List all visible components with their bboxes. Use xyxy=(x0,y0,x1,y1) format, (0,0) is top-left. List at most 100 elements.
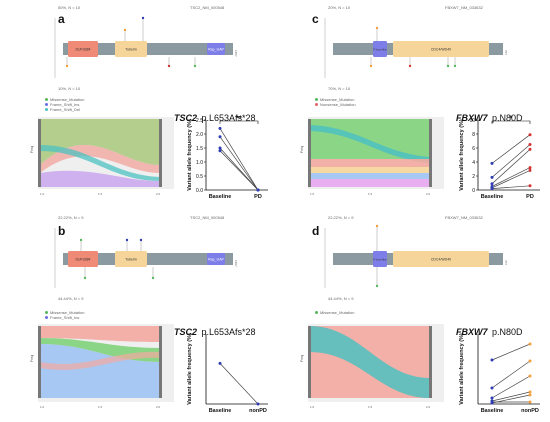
stack-x-tick: 2.0 xyxy=(426,405,431,409)
lollipop-top-label: 20%, N = 10 xyxy=(328,5,351,10)
stack-y-title: Freq xyxy=(30,146,34,153)
mutation-dot xyxy=(193,64,197,68)
vaf-series-line xyxy=(491,149,531,184)
panel-letter: b xyxy=(58,224,66,238)
vaf-x-tick-label: nonPD xyxy=(249,408,267,414)
domain-label: CDC4/WD40 xyxy=(431,258,451,262)
stack-x-tick: 1.5 xyxy=(368,405,373,409)
domain-box xyxy=(373,251,387,267)
vaf-data-point xyxy=(528,359,532,363)
significance-bracket xyxy=(219,120,259,124)
stack-y-title: Freq xyxy=(300,355,304,362)
vaf-chart: Variant allele frequency (%) Baseline nonP… xyxy=(459,333,540,414)
vaf-series-line xyxy=(491,185,531,189)
domain-label: F-box-like xyxy=(373,48,387,52)
vaf-series-line xyxy=(491,394,531,404)
vaf-y-axis-title: Variant allele frequency (%) xyxy=(459,333,465,405)
stack-legend: Missense_Mutation Frame_Shift_Ins Frame_… xyxy=(45,97,84,112)
vaf-series-line xyxy=(491,360,531,389)
stack-x-tick: 1.5 xyxy=(368,192,373,196)
vaf-series-line xyxy=(219,363,259,405)
significance-label: ** xyxy=(236,116,242,123)
vaf-chart: Variant allele frequency (%) Baseline nonP… xyxy=(187,333,268,414)
protein-length: 1807 xyxy=(234,50,238,57)
stack-y-title: Freq xyxy=(300,146,304,153)
stack-x-tick: 1.0 xyxy=(40,192,45,196)
lollipop-bottom-label: 44.44%, N = 9 xyxy=(328,296,354,301)
stack-x-tick: 1.0 xyxy=(310,192,315,196)
stack-x-tick: 1.0 xyxy=(310,405,315,409)
mutation-dot xyxy=(446,64,450,68)
vaf-y-tick-label: 0.0 xyxy=(196,188,203,194)
vaf-data-point xyxy=(528,393,532,397)
vaf-data-point xyxy=(218,126,222,130)
domain-box xyxy=(115,41,147,57)
domain-label: DUF3384 xyxy=(76,48,91,52)
vaf-series-line xyxy=(491,167,531,187)
vaf-data-point xyxy=(528,342,532,346)
domain-box xyxy=(115,251,147,267)
vaf-y-tick-label: 1.0 xyxy=(196,160,203,166)
lollipop-top-label: 22.22%, N = 9 xyxy=(58,215,84,220)
vaf-series-line xyxy=(491,375,531,399)
mutation-dot xyxy=(375,224,379,228)
lollipop-bottom-label: 70%, N = 10 xyxy=(328,86,351,91)
domain-label: F-box-like xyxy=(373,258,387,262)
stack-x-tick: 2.0 xyxy=(156,405,161,409)
vaf-series-line xyxy=(491,391,531,402)
panel-letter: c xyxy=(312,12,319,26)
vaf-x-tick-label: Baseline xyxy=(481,408,504,414)
alluvial-plot: Freq 1.0 1.5 2.0 xyxy=(30,324,174,409)
protein-backbone xyxy=(63,43,233,55)
stack-x-tick: 1.5 xyxy=(98,405,103,409)
stack-y-title: Freq xyxy=(30,355,34,362)
legend-item: Missense_Mutation xyxy=(45,310,84,315)
vaf-data-point xyxy=(528,133,532,137)
vaf-series-line xyxy=(491,170,531,189)
mutation-dot xyxy=(123,28,127,32)
vaf-y-tick-label: 2.0 xyxy=(196,132,203,138)
vaf-data-point xyxy=(490,175,494,179)
mutation-dot xyxy=(83,276,87,280)
lollipop-transcript: TSC2_NM_000548 xyxy=(190,5,225,10)
legend-item: Frame_Shift_Ins xyxy=(45,315,84,320)
vaf-title: TSC2 p.L653Afs*28 xyxy=(174,113,256,123)
stack-legend: Missense_Mutation xyxy=(315,310,354,315)
vaf-y-tick-label: 6 xyxy=(472,146,475,152)
domain-label: CDC4/WD40 xyxy=(431,48,451,52)
vaf-y-tick-label: 0.5 xyxy=(196,174,203,180)
mutation-dot xyxy=(167,64,171,68)
domain-label: Tuberin xyxy=(125,48,137,52)
significance-bracket xyxy=(491,120,531,124)
protein-backbone xyxy=(63,253,233,265)
vaf-title: FBXW7 p.N80D xyxy=(456,327,523,337)
domain-label: DUF3384 xyxy=(76,258,91,262)
protein-length: 707 xyxy=(504,50,508,55)
mutation-dot xyxy=(151,276,155,280)
vaf-series-line xyxy=(219,128,259,191)
domain-box xyxy=(207,253,225,265)
alluvial-plot: Freq 1.0 1.5 2.0 xyxy=(30,117,174,196)
lollipop-plot: F-box-like CDC4/WD40 707 xyxy=(324,18,508,78)
legend-item: Frame_Shift_Del xyxy=(45,107,84,112)
vaf-data-point xyxy=(490,161,494,165)
domain-box xyxy=(68,41,98,57)
alluvial-plot: Freq 1.0 1.5 2.0 xyxy=(300,324,444,409)
vaf-y-tick-label: 10 xyxy=(469,118,475,124)
lollipop-plot: DUF3384 Tuberin Rap_GAP 1807 xyxy=(54,16,238,78)
lollipop-top-label: 22.22%, N = 9 xyxy=(328,215,354,220)
domain-box xyxy=(393,41,489,57)
vaf-y-axis-title: Variant allele frequency (%) xyxy=(187,119,193,191)
vaf-x-tick-label: Baseline xyxy=(209,194,232,200)
vaf-x-tick-label: PD xyxy=(526,194,534,200)
vaf-data-point xyxy=(218,361,222,365)
stack-legend: Missense_Mutation Nonsense_Mutation xyxy=(315,97,356,107)
domain-box xyxy=(207,43,225,55)
vaf-data-point xyxy=(256,402,260,406)
lollipop-bottom-label: 10%, N = 10 xyxy=(58,86,81,91)
lollipop-bottom-label: 44.44%, N = 9 xyxy=(58,296,84,301)
vaf-data-point xyxy=(490,358,494,362)
vaf-data-point xyxy=(528,400,532,404)
stack-x-tick: 2.0 xyxy=(156,192,161,196)
vaf-chart: Variant allele frequency (%)0.0 0.5 1.0 1.5… xyxy=(187,116,268,200)
